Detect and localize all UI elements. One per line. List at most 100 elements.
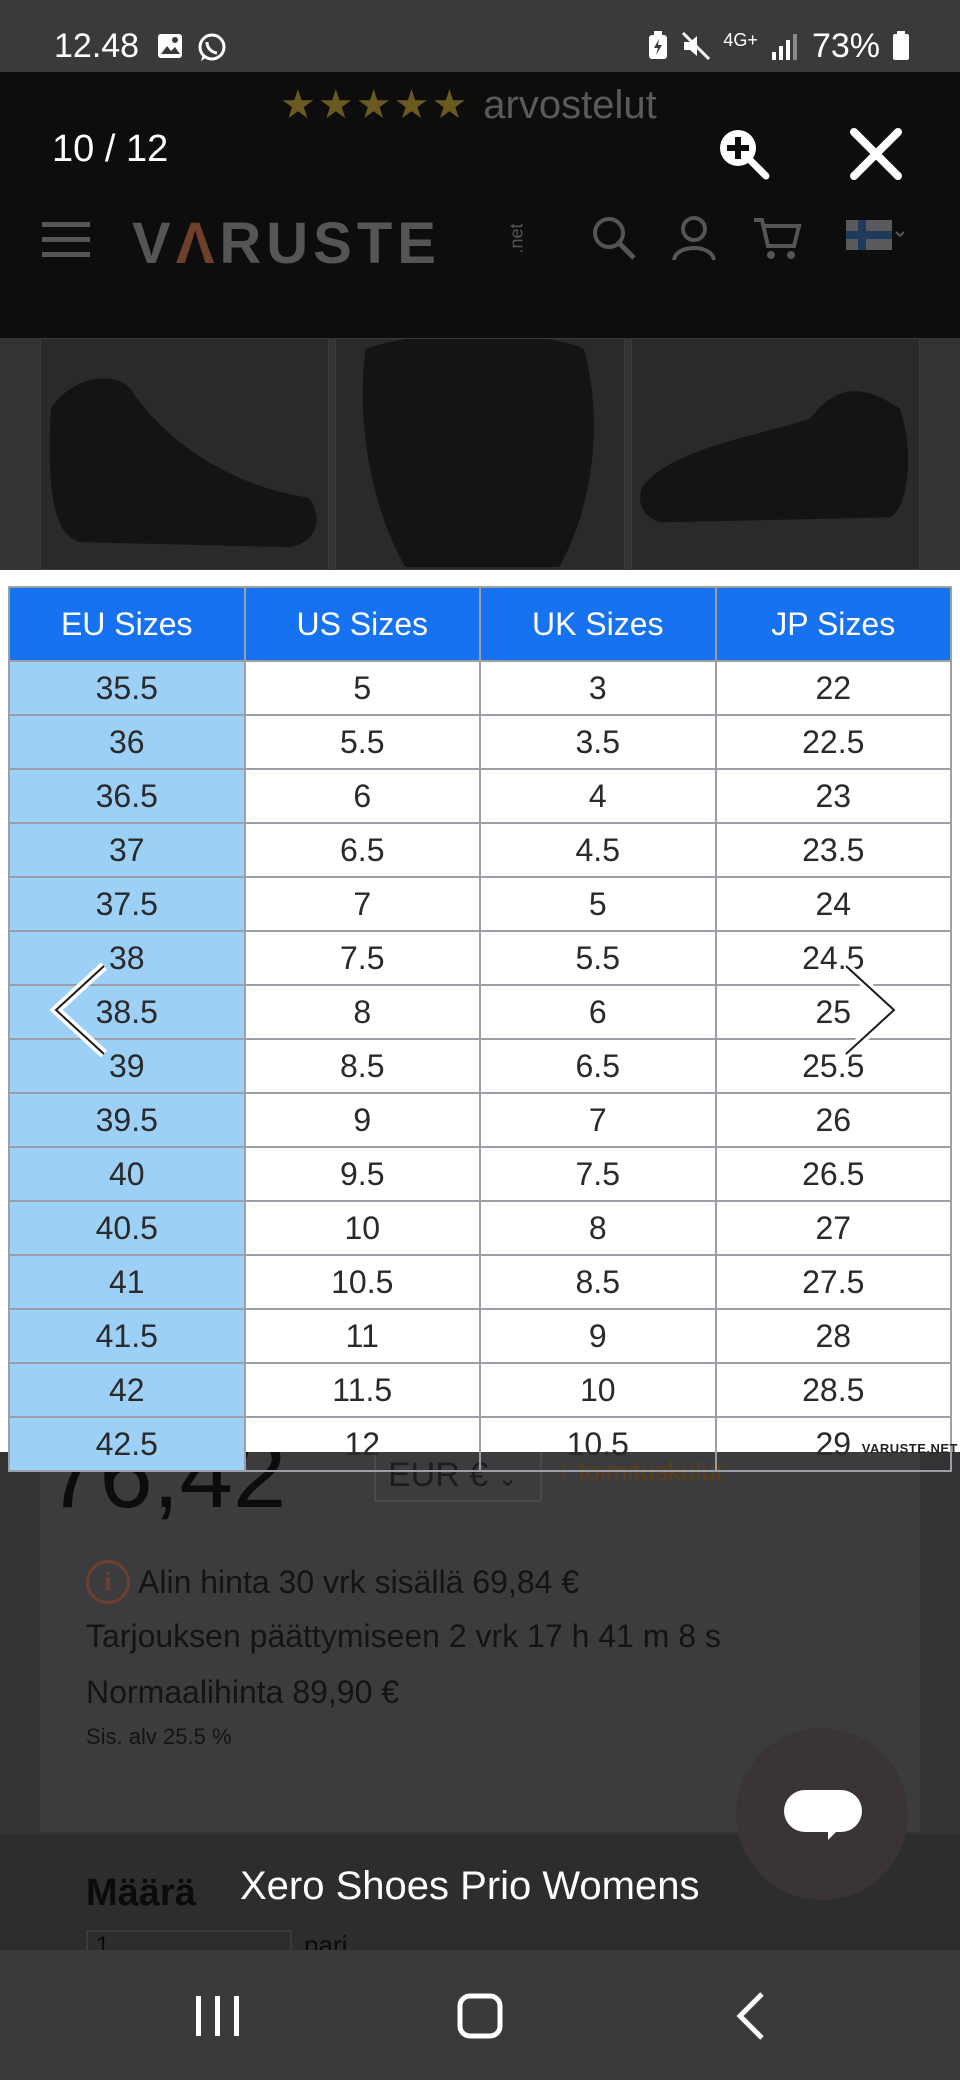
cell-us: 5 (243, 660, 481, 716)
thumbnail-strip (40, 338, 920, 570)
thumbnail-1[interactable] (40, 338, 330, 570)
table-row: 37 6.5 4.5 23.5 (8, 822, 952, 878)
cell-us: 5.5 (243, 714, 481, 770)
gallery-icon (158, 34, 182, 58)
cell-us: 11.5 (243, 1362, 481, 1418)
status-icons-left (156, 32, 228, 64)
thumbnail-3[interactable] (630, 338, 920, 570)
cell-eu: 37.5 (8, 876, 246, 932)
user-icon (672, 216, 716, 261)
cell-uk: 9 (479, 1308, 717, 1364)
cell-eu: 36 (8, 714, 246, 770)
table-row: 41.5 11 9 28 (8, 1308, 952, 1364)
search-icon (593, 217, 636, 260)
cell-us: 8 (243, 984, 481, 1040)
table-row: 41 10.5 8.5 27.5 (8, 1254, 952, 1310)
cell-us: 10 (243, 1200, 481, 1256)
cell-uk: 5 (479, 876, 717, 932)
cell-jp: 23.5 (714, 822, 952, 878)
mute-icon (682, 31, 711, 61)
menu-icon (42, 222, 90, 257)
table-row: 40.5 10 8 27 (8, 1200, 952, 1256)
watermark: VARUSTE.NET (861, 1441, 958, 1456)
site-header (0, 72, 960, 338)
site-logo: VΛRUSTE (132, 211, 441, 276)
rating-stars: ★★★★★ (280, 83, 470, 127)
battery-saver-icon (649, 31, 668, 59)
vat-note: Sis. alv 25.5 % (86, 1724, 232, 1749)
cell-jp: 23 (714, 768, 952, 824)
table-row: 38 7.5 5.5 24.5 (8, 930, 952, 986)
cell-eu: 36.5 (8, 768, 246, 824)
cell-uk: 8 (479, 1200, 717, 1256)
table-row: 36.5 6 4 23 (8, 768, 952, 824)
cell-eu: 38.5 (8, 984, 246, 1040)
cell-uk: 4 (479, 768, 717, 824)
table-row: 42.5 12 10.5 29 (8, 1416, 952, 1472)
thumbnail-2[interactable] (335, 338, 625, 570)
back-icon[interactable] (722, 1990, 782, 2042)
status-icons-right: 4G+ 73% (647, 26, 910, 66)
status-bar: 12.48 4G+ 73% (0, 0, 960, 72)
battery-icon (893, 31, 909, 60)
home-icon[interactable] (450, 1990, 510, 2042)
normal-price: Normaalihinta 89,90 € (86, 1674, 400, 1710)
cell-eu: 38 (8, 930, 246, 986)
cell-jp: 26.5 (714, 1146, 952, 1202)
cell-eu: 40 (8, 1146, 246, 1202)
cell-jp: 22 (714, 660, 952, 716)
site-nav: VΛRUSTE .net (40, 206, 930, 276)
cell-us: 10.5 (243, 1254, 481, 1310)
cell-uk: 7.5 (479, 1146, 717, 1202)
table-row: 35.5 5 3 22 (8, 660, 952, 716)
cell-jp: 22.5 (714, 714, 952, 770)
size-table-body: 35.5 5 3 22 36 5.5 3.5 22.5 36.5 6 4 23 37 6.5 4.5 23.5… (8, 660, 952, 1472)
table-row: 40 9.5 7.5 26.5 (8, 1146, 952, 1202)
shoe-back-image (363, 339, 595, 567)
cell-eu: 40.5 (8, 1200, 246, 1256)
cell-jp: 28 (714, 1308, 952, 1364)
table-row: 36 5.5 3.5 22.5 (8, 714, 952, 770)
network-type: 4G+ (723, 30, 758, 50)
zoom-in-icon[interactable] (716, 126, 770, 180)
chevron-left-icon[interactable] (44, 960, 114, 1060)
cell-us: 8.5 (243, 1038, 481, 1094)
chevron-right-icon[interactable] (836, 960, 906, 1060)
recents-icon[interactable] (188, 1990, 248, 2042)
cell-us: 6.5 (243, 822, 481, 878)
header-jp: JP Sizes (714, 586, 952, 662)
shoe-side-image (49, 378, 317, 548)
cell-uk: 3.5 (479, 714, 717, 770)
cell-eu: 35.5 (8, 660, 246, 716)
cell-us: 11 (243, 1308, 481, 1364)
chat-button[interactable] (736, 1728, 908, 1900)
cell-jp: 25 (714, 984, 952, 1040)
cell-us: 9 (243, 1092, 481, 1148)
header-us: US Sizes (243, 586, 481, 662)
table-row: 39 8.5 6.5 25.5 (8, 1038, 952, 1094)
cell-uk: 6 (479, 984, 717, 1040)
battery-percent: 73% (811, 27, 880, 65)
header-eu: EU Sizes (8, 586, 246, 662)
rating-strip: ★★★★★ arvostelut (280, 82, 657, 128)
image-counter: 10 / 12 (52, 128, 169, 170)
cell-jp: 24 (714, 876, 952, 932)
cell-eu: 42.5 (8, 1416, 246, 1472)
cell-us: 6 (243, 768, 481, 824)
size-table: EU Sizes US Sizes UK Sizes JP Sizes 35.5… (8, 586, 952, 1472)
cell-us: 7.5 (243, 930, 481, 986)
cell-uk: 10 (479, 1362, 717, 1418)
amount-label: Määrä (86, 1872, 196, 1914)
offer-countdown: Tarjouksen päättymiseen 2 vrk 17 h 41 m … (86, 1618, 721, 1654)
cart-icon (754, 218, 802, 259)
whatsapp-icon (198, 33, 226, 61)
lowest-price-text: Alin hinta 30 vrk sisällä 69,84 € (138, 1563, 580, 1600)
logo-net: .net (506, 223, 527, 254)
cell-uk: 7 (479, 1092, 717, 1148)
cell-us: 12 (243, 1416, 481, 1472)
close-icon[interactable] (846, 124, 906, 184)
shoe-other-side-image (639, 391, 908, 523)
cell-uk: 6.5 (479, 1038, 717, 1094)
status-time: 12.48 (54, 27, 140, 65)
header-uk: UK Sizes (479, 586, 717, 662)
